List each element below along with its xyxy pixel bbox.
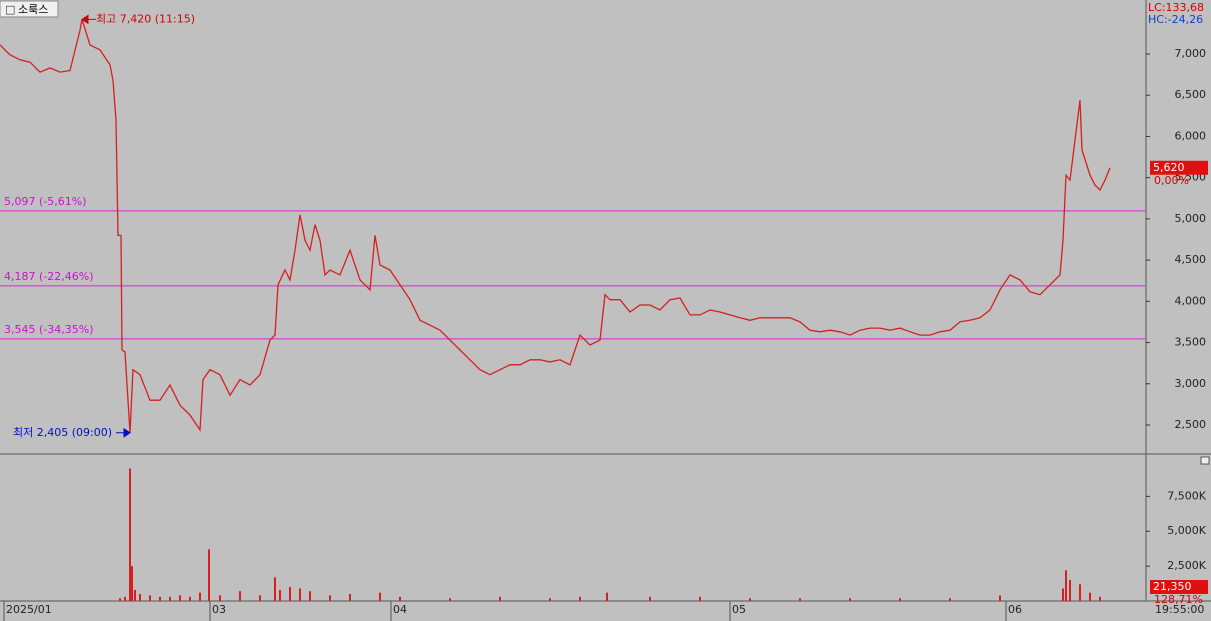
last-value-box — [1150, 160, 1208, 175]
volume-bar — [329, 595, 331, 601]
volume-bar — [349, 594, 351, 601]
volume-bar — [749, 598, 751, 601]
y-tick-label: 3,000 — [1175, 377, 1207, 390]
reference-label: 4,187 (-22,46%) — [4, 270, 93, 283]
last-value-label: 5,620 — [1153, 161, 1185, 174]
volume-bar — [274, 577, 276, 601]
volume-bar — [1065, 570, 1067, 601]
volume-bar — [134, 589, 136, 601]
volume-bar — [259, 595, 261, 601]
lc-label: LC:133,68 — [1148, 1, 1204, 14]
volume-bar — [199, 592, 201, 601]
volume-bar — [649, 596, 651, 601]
title-icon: □ — [5, 3, 15, 16]
y-tick-label: 2,500K — [1167, 559, 1206, 572]
x-tick-label: 03 — [212, 603, 226, 616]
x-tick-label: 05 — [732, 603, 746, 616]
volume-bar — [549, 598, 551, 601]
y-tick-label: 4,500 — [1175, 253, 1207, 266]
volume-bar — [119, 598, 121, 601]
low-label: 최저 2,405 (09:00) — [13, 426, 112, 439]
hc-label: HC:-24,26 — [1148, 13, 1203, 26]
volume-bar — [499, 596, 501, 601]
y-tick-label: 6,000 — [1175, 129, 1207, 142]
volume-bar — [159, 596, 161, 601]
panel-button[interactable] — [1200, 456, 1210, 465]
volume-bar — [379, 592, 381, 601]
volume-bar — [1062, 588, 1064, 601]
last-change-label: 128,71% — [1154, 593, 1203, 606]
volume-bar — [799, 598, 801, 601]
volume-bar — [309, 591, 311, 601]
y-tick-label: 5,000K — [1167, 524, 1206, 537]
volume-bar — [279, 589, 281, 601]
x-tick-label: 06 — [1008, 603, 1022, 616]
y-tick-label: 5,000 — [1175, 212, 1207, 225]
chart-title: 소룩스 — [18, 3, 48, 16]
y-tick-label: 7,000 — [1175, 47, 1207, 60]
volume-bar — [606, 592, 608, 601]
volume-bar — [949, 598, 951, 601]
volume-bar — [124, 596, 126, 601]
volume-bar — [179, 595, 181, 601]
y-tick-label: 2,500 — [1175, 418, 1207, 431]
volume-bar — [999, 595, 1001, 601]
time-label: 19:55:00 — [1155, 603, 1204, 616]
last-value-label: 21,350 — [1153, 580, 1192, 593]
volume-bar — [169, 596, 171, 601]
y-tick-label: 6,500 — [1175, 88, 1207, 101]
volume-bar — [219, 595, 221, 601]
last-value-box — [1150, 580, 1208, 594]
high-label: 최고 7,420 (11:15) — [96, 12, 195, 25]
y-tick-label: 7,500K — [1167, 489, 1206, 502]
y-tick-label: 4,000 — [1175, 294, 1207, 307]
volume-bar — [449, 598, 451, 601]
volume-bar — [1069, 580, 1071, 601]
volume-bar — [239, 591, 241, 601]
title-box — [0, 0, 59, 18]
volume-bar — [139, 594, 141, 601]
high-arrow — [81, 14, 96, 25]
volume-bar — [131, 566, 133, 601]
low-arrow — [116, 427, 131, 438]
volume-bar — [129, 468, 131, 601]
volume-bar — [1089, 592, 1091, 601]
price-line — [0, 19, 1111, 433]
volume-bar — [289, 587, 291, 601]
volume-bar — [849, 598, 851, 601]
volume-bar — [1099, 596, 1101, 601]
y-tick-label: 3,500 — [1175, 336, 1207, 349]
x-tick-label: 04 — [393, 603, 407, 616]
last-change-label: 0,00% — [1154, 174, 1189, 187]
reference-label: 3,545 (-34,35%) — [4, 323, 93, 336]
volume-bar — [1079, 584, 1081, 601]
volume-bar — [399, 596, 401, 601]
volume-bar — [699, 596, 701, 601]
volume-bar — [899, 598, 901, 601]
volume-bar — [189, 596, 191, 601]
volume-bar — [579, 596, 581, 601]
volume-bar — [208, 549, 210, 601]
volume-bar — [1109, 600, 1111, 602]
volume-bar — [299, 588, 301, 601]
reference-label: 5,097 (-5,61%) — [4, 195, 86, 208]
x-tick-label: 2025/01 — [6, 603, 52, 616]
volume-bar — [149, 595, 151, 601]
